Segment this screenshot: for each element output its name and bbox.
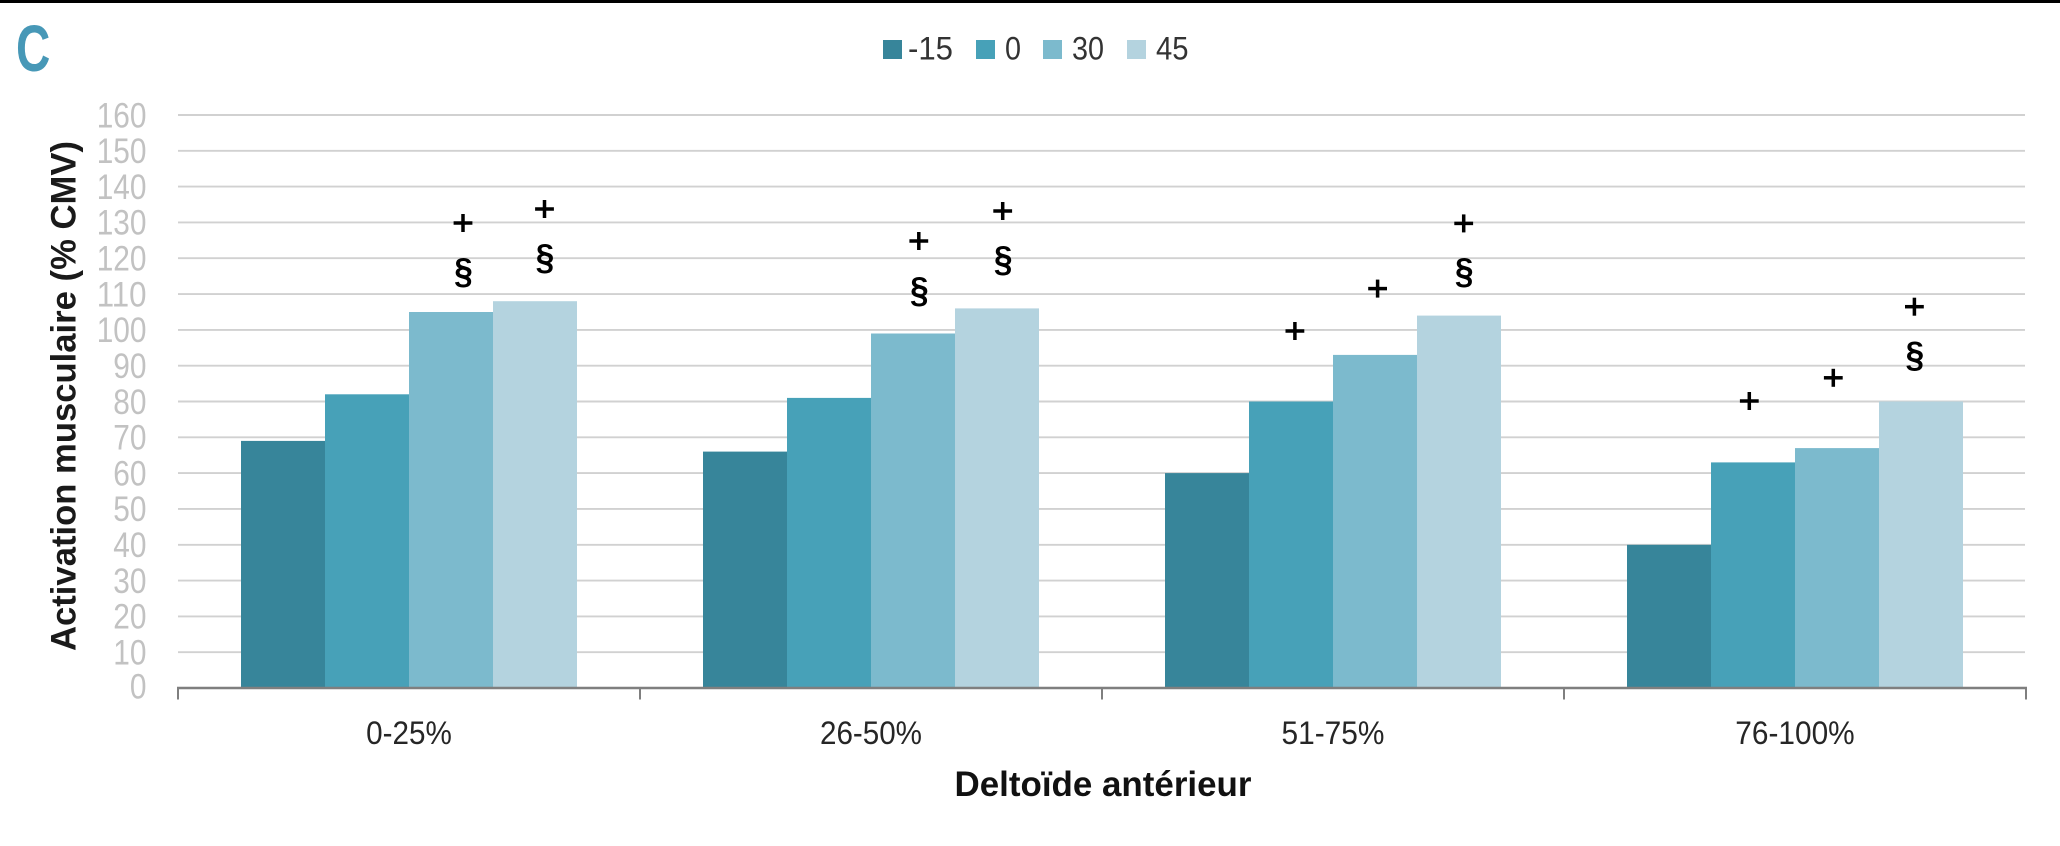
svg-text:150: 150 xyxy=(97,132,147,171)
svg-text:76-100%: 76-100% xyxy=(1735,715,1854,751)
svg-text:0: 0 xyxy=(1005,31,1021,67)
svg-text:50: 50 xyxy=(113,490,146,529)
svg-text:60: 60 xyxy=(113,454,146,493)
svg-text:90: 90 xyxy=(113,347,146,386)
svg-text:§: § xyxy=(994,239,1013,280)
svg-text:130: 130 xyxy=(97,204,147,243)
svg-text:20: 20 xyxy=(113,598,146,637)
svg-text:140: 140 xyxy=(97,168,147,207)
svg-text:70: 70 xyxy=(113,419,146,458)
svg-text:45: 45 xyxy=(1156,31,1189,67)
svg-text:51-75%: 51-75% xyxy=(1282,715,1385,751)
svg-text:0-25%: 0-25% xyxy=(366,715,452,751)
svg-text:§: § xyxy=(454,251,473,292)
svg-text:80: 80 xyxy=(113,383,146,422)
svg-text:30: 30 xyxy=(1072,31,1104,67)
svg-text:26-50%: 26-50% xyxy=(820,715,922,751)
svg-text:-15: -15 xyxy=(908,31,953,67)
svg-text:§: § xyxy=(1455,251,1474,292)
svg-text:120: 120 xyxy=(97,240,147,279)
svg-text:40: 40 xyxy=(113,526,146,565)
svg-text:Deltoïde antérieur: Deltoïde antérieur xyxy=(955,765,1252,804)
svg-text:10: 10 xyxy=(113,634,146,673)
svg-text:100: 100 xyxy=(97,311,147,350)
svg-text:0: 0 xyxy=(130,667,147,706)
svg-text:§: § xyxy=(1906,334,1925,375)
svg-text:§: § xyxy=(910,270,929,311)
svg-text:Activation musculaire (% CMV): Activation musculaire (% CMV) xyxy=(45,141,84,651)
svg-text:30: 30 xyxy=(113,562,146,601)
svg-text:110: 110 xyxy=(97,275,147,314)
svg-text:§: § xyxy=(536,236,555,277)
svg-text:160: 160 xyxy=(97,96,147,135)
